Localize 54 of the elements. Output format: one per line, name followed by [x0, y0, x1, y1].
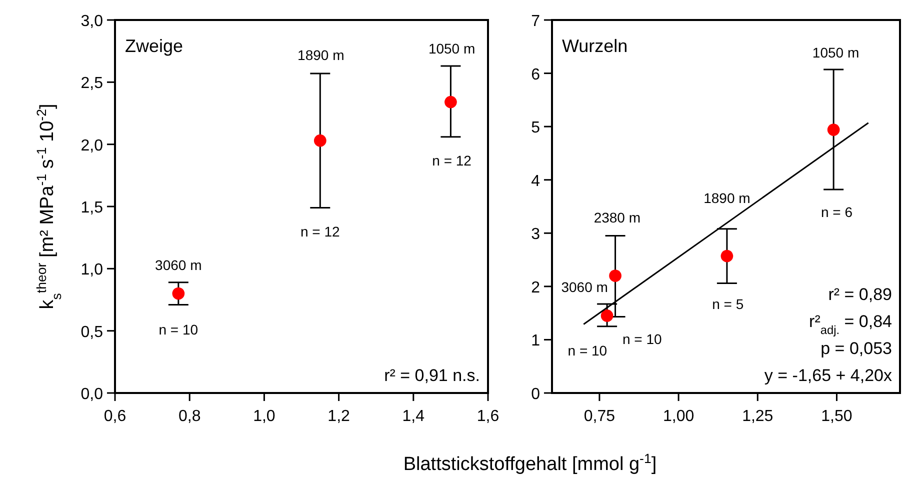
point — [444, 96, 457, 108]
x-tick-label: 1,25 — [742, 408, 774, 425]
annotation: r² = 0,89 — [828, 285, 892, 304]
y-tick-label: 0,0 — [80, 386, 104, 403]
x-tick-label: 0,75 — [584, 408, 616, 425]
y-tick-label: 0 — [531, 386, 540, 403]
annotation: 1890 m — [704, 190, 750, 206]
y-tick-label: 0,5 — [80, 324, 104, 341]
x-tick-label: 1,50 — [821, 408, 852, 425]
annotation: n = 5 — [712, 296, 744, 312]
point — [609, 270, 622, 282]
annotation: n = 6 — [820, 204, 853, 220]
annotation: n = 12 — [300, 223, 340, 240]
text: Wurzeln — [562, 36, 628, 56]
annotation: p = 0,053 — [820, 339, 892, 358]
y-tick-label: 5 — [531, 120, 540, 137]
point — [720, 250, 734, 262]
x-tick-label: 0,6 — [104, 408, 126, 425]
annotation: 1890 m — [298, 46, 344, 63]
annotation: 3060 m — [561, 278, 608, 295]
y-tick-label: 2 — [531, 279, 540, 296]
annotation: y = -1,65 + 4,20x — [764, 366, 892, 385]
y-tick-label: 6 — [531, 66, 540, 84]
y-tick-label: 3,0 — [80, 13, 104, 30]
y-tick-label: 1,0 — [80, 262, 104, 279]
annotation: 3060 m — [155, 256, 202, 273]
x-tick-label: 1,00 — [662, 408, 694, 425]
point — [314, 134, 326, 147]
y-tick-label: 7 — [531, 13, 540, 30]
annotation: n = 10 — [568, 342, 608, 359]
y-tick-label: 2,5 — [80, 75, 104, 92]
y-tick-label: 4 — [531, 172, 540, 190]
x-tick-label: 1,4 — [402, 408, 425, 425]
point — [827, 124, 840, 136]
x-tick-label: 1,6 — [476, 408, 500, 425]
annotation: 2380 m — [594, 209, 641, 226]
y-tick-label: 3 — [531, 226, 540, 244]
annotation: n = 10 — [622, 330, 662, 347]
annotation: 1050 m — [812, 44, 860, 60]
point — [600, 310, 614, 322]
x-axis-title: Blattstickstoffgehalt [mmol g$^{-1}$] — [403, 450, 657, 475]
y-tick-label: 1,5 — [80, 200, 104, 216]
x-tick-label: 1,0 — [253, 408, 276, 425]
y-tick-label: 1 — [531, 332, 540, 350]
x-tick-label: 1,2 — [328, 408, 350, 425]
x-tick-label: 0,8 — [178, 408, 201, 425]
point — [172, 287, 185, 300]
annotation: 1050 m — [428, 40, 476, 57]
annotation: r² = 0,91 n.s. — [384, 366, 480, 385]
annotation: n = 10 — [158, 322, 198, 338]
text: Zweige — [125, 36, 184, 56]
annotation: n = 12 — [432, 152, 472, 168]
y-tick-label: 2,0 — [80, 137, 104, 154]
annotation: r²$_{adj.}$ = 0,84 — [809, 312, 892, 337]
